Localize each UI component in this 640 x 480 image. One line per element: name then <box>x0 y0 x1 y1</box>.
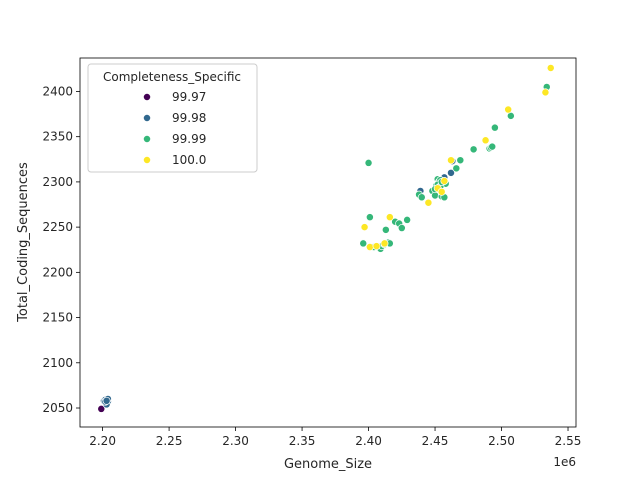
y-axis-label: Total_Coding_Sequences <box>16 162 31 323</box>
data-point <box>372 242 381 251</box>
data-point <box>417 193 426 202</box>
y-tick-label: 2100 <box>42 356 73 370</box>
y-tick-label: 2400 <box>42 84 73 98</box>
data-point <box>546 63 555 72</box>
y-tick-label: 2250 <box>42 220 73 234</box>
legend-label: 99.98 <box>172 111 206 125</box>
legend-marker <box>143 93 151 101</box>
x-axis-ticks: 2.20 2.25 2.30 2.35 2.40 2.45 2.50 2.55 <box>89 427 581 448</box>
y-axis-ticks: 2050 2100 2150 2200 2250 2300 2350 2400 <box>42 84 80 415</box>
y-tick-label: 2350 <box>42 130 73 144</box>
legend-marker <box>143 114 151 122</box>
x-tick-label: 2.25 <box>156 434 183 448</box>
data-point <box>97 404 106 413</box>
data-point <box>403 215 412 224</box>
data-point <box>385 213 394 222</box>
data-point <box>541 88 550 97</box>
data-point <box>364 158 373 167</box>
legend-marker <box>143 135 151 143</box>
data-point <box>424 198 433 207</box>
data-point <box>380 239 389 248</box>
legend-title: Completeness_Specific <box>103 70 241 84</box>
y-tick-label: 2200 <box>42 265 73 279</box>
data-point <box>381 225 390 234</box>
data-point <box>488 142 497 151</box>
data-point <box>447 168 455 177</box>
x-tick-label: 2.55 <box>555 434 582 448</box>
data-point <box>481 136 490 145</box>
data-point <box>490 123 499 132</box>
x-tick-label: 2.30 <box>222 434 249 448</box>
legend-label: 99.97 <box>172 90 206 104</box>
legend-box <box>87 63 258 173</box>
x-tick-label: 2.50 <box>488 434 515 448</box>
x-tick-label: 2.35 <box>289 434 316 448</box>
data-point <box>456 156 465 165</box>
y-tick-label: 2300 <box>42 175 73 189</box>
data-point <box>437 187 446 196</box>
x-axis-label: Genome_Size <box>284 457 372 472</box>
data-point <box>365 213 374 222</box>
data-points <box>97 63 555 413</box>
x-axis-offset-label: 1e6 <box>553 455 576 469</box>
y-tick-label: 2050 <box>42 401 73 415</box>
data-point <box>102 396 111 405</box>
legend-marker <box>143 156 151 164</box>
data-point <box>365 243 374 251</box>
x-tick-label: 2.20 <box>89 434 116 448</box>
x-tick-label: 2.40 <box>355 434 382 448</box>
legend-label: 99.99 <box>172 132 206 146</box>
axes <box>79 57 577 428</box>
legend-label: 100.0 <box>172 153 206 167</box>
data-point <box>504 105 513 114</box>
data-point <box>447 156 455 165</box>
data-point <box>359 239 368 248</box>
data-point <box>469 145 478 154</box>
data-point <box>360 223 369 232</box>
legend-entries: 99.97 99.98 99.99 100.0 <box>143 90 206 167</box>
legend: Completeness_Specific 99.97 99.98 99.99 100… <box>87 63 258 173</box>
data-point <box>397 224 406 232</box>
x-tick-label: 2.45 <box>422 434 449 448</box>
y-tick-label: 2150 <box>42 311 73 325</box>
data-point <box>440 177 449 185</box>
data-point <box>452 164 461 173</box>
plot-frame <box>79 57 577 428</box>
